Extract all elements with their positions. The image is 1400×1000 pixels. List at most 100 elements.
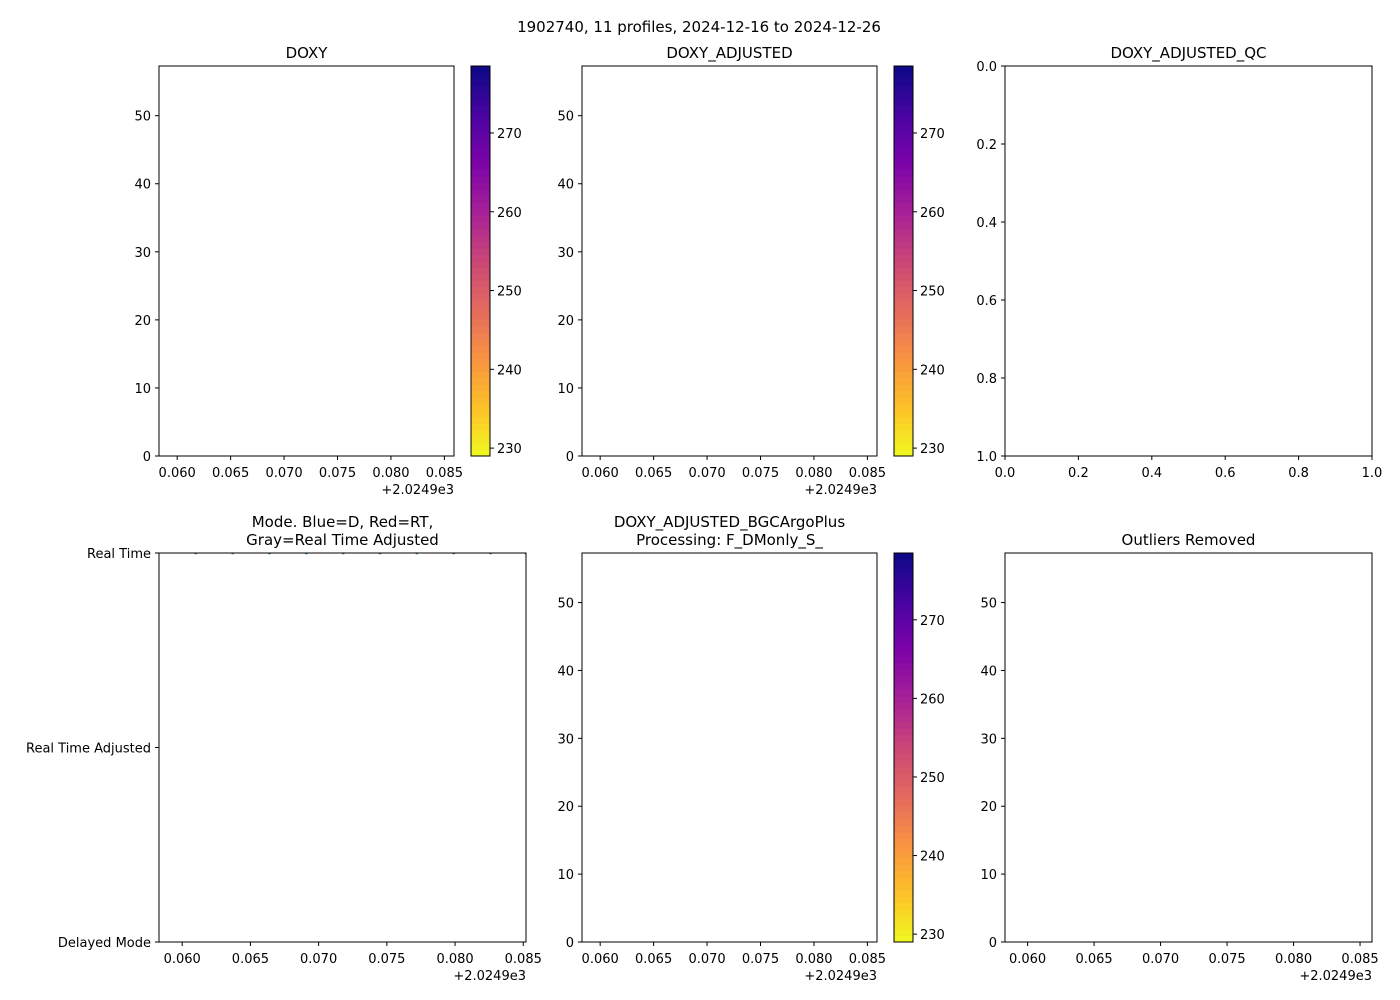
colorbar-segment [894, 79, 913, 86]
y-tick-label: 1.0 [976, 450, 997, 465]
colorbar-tick-label: 240 [497, 363, 522, 378]
colorbar-segment [894, 825, 913, 833]
colorbar-segment [894, 157, 913, 164]
doxy-adjusted-qc-axes-frame [1004, 65, 1373, 457]
colorbar-segment [894, 650, 913, 658]
colorbar-segment [894, 870, 913, 878]
colorbar-segment [471, 189, 490, 197]
colorbar-segment [471, 170, 490, 177]
colorbar-segment [894, 734, 913, 742]
y-tick-label: 50 [557, 110, 574, 125]
colorbar-segment [471, 339, 490, 346]
y-tick-label: Real Time [87, 547, 151, 562]
colorbar-segment [894, 909, 913, 917]
colorbar-segment [471, 436, 490, 444]
y-tick-label: 50 [557, 597, 574, 612]
colorbar-segment [894, 747, 913, 755]
y-tick-label: 40 [134, 178, 151, 193]
colorbar-segment [894, 676, 913, 684]
y-tick-label: 30 [980, 732, 997, 747]
y-tick-label: 0.4 [976, 216, 997, 231]
doxy-panel: DOXY 0.060 0.065 0.070 0.075 0.080 0.085 +2.024… [134, 44, 521, 498]
outliers-removed-panel: Outliers Removed 0.060 0.065 0.070 0.075 0.08… [980, 531, 1378, 984]
x-tick-label: 0.060 [164, 952, 201, 967]
colorbar-segment [894, 877, 913, 885]
colorbar-segment [471, 118, 490, 125]
colorbar-segment [471, 183, 490, 190]
colorbar-segment [894, 604, 913, 612]
colorbar-tick-label: 260 [497, 206, 522, 221]
outliers-removed-title: Outliers Removed [1122, 531, 1256, 549]
colorbar-segment [894, 760, 913, 768]
y-tick-label: 0 [566, 450, 574, 465]
colorbar-segment [894, 844, 913, 852]
colorbar-segment [894, 417, 913, 424]
colorbar-segment [471, 137, 490, 145]
y-tick-label: 20 [557, 800, 574, 815]
doxy-adjusted-title: DOXY_ADJUSTED [666, 44, 792, 63]
colorbar-segment [894, 753, 913, 761]
colorbar-segment [894, 702, 913, 710]
colorbar-segment [894, 92, 913, 99]
colorbar-tick-label: 230 [920, 928, 945, 943]
y-tick-label: 0 [566, 936, 574, 951]
x-tick-label: 0.070 [688, 952, 725, 967]
colorbar-tick-label: 250 [920, 771, 945, 786]
colorbar-segment [894, 150, 913, 158]
x-tick-label: 0.4 [1141, 466, 1162, 481]
colorbar-segment [471, 209, 490, 216]
colorbar-segment [894, 371, 913, 379]
mode-plot-area [194, 553, 526, 555]
colorbar-segment [894, 280, 913, 288]
colorbar-segment [471, 124, 490, 132]
colorbar-segment [894, 643, 913, 651]
colorbar-segment [894, 66, 913, 73]
colorbar-segment [894, 637, 913, 645]
x-tick-label: 0.085 [505, 952, 542, 967]
colorbar-segment [471, 404, 490, 411]
doxy-adjusted-qc-panel: DOXY_ADJUSTED_QC0.0 0.2 0.4 0.6 0.8 1.00.00.2… [976, 44, 1382, 481]
colorbar-segment [894, 786, 913, 794]
colorbar-segment [894, 741, 913, 748]
colorbar-segment [894, 313, 913, 320]
colorbar-segment [894, 228, 913, 236]
colorbar-segment [894, 578, 913, 586]
colorbar-segment [894, 163, 913, 171]
colorbar-segment [894, 903, 913, 911]
y-tick-label: 50 [134, 110, 151, 125]
colorbar-segment [471, 228, 490, 236]
colorbar-segment [894, 202, 913, 210]
colorbar-segment [894, 624, 913, 632]
x-tick-label: 0.080 [1275, 952, 1312, 967]
colorbar-segment [894, 864, 913, 872]
mode-point [415, 553, 419, 555]
colorbar-segment [471, 274, 490, 281]
doxy-colorbar: 230 240 250 260 270 [470, 65, 522, 457]
colorbar-segment [471, 352, 490, 359]
colorbar-segment [894, 85, 913, 93]
x-tick-label: 0.065 [635, 952, 672, 967]
colorbar-segment [894, 170, 913, 177]
colorbar-segment [894, 254, 913, 262]
x-tick-label: 0.060 [582, 952, 619, 967]
colorbar-segment [471, 391, 490, 398]
colorbar-segment [894, 410, 913, 418]
colorbar-segment [471, 313, 490, 320]
doxy-title: DOXY [286, 44, 329, 62]
colorbar-segment [894, 345, 913, 353]
x-tick-label: 0.070 [265, 466, 302, 481]
colorbar-segment [471, 202, 490, 210]
colorbar-segment [894, 779, 913, 787]
mode-title-line: Mode. Blue=D, Red=RT, [252, 513, 434, 531]
mode-title-line: Gray=Real Time Adjusted [246, 531, 439, 549]
colorbar-tick-label: 240 [920, 363, 945, 378]
x-tick-label: 0.075 [368, 952, 405, 967]
mode-point [341, 553, 345, 555]
doxy-axes-frame [158, 65, 455, 457]
colorbar-segment [471, 111, 490, 119]
colorbar-segment [894, 799, 913, 807]
colorbar-segment [894, 689, 913, 697]
colorbar-segment [471, 105, 490, 112]
colorbar-segment [894, 916, 913, 924]
x-offset-label: +2.0249e3 [381, 483, 454, 498]
